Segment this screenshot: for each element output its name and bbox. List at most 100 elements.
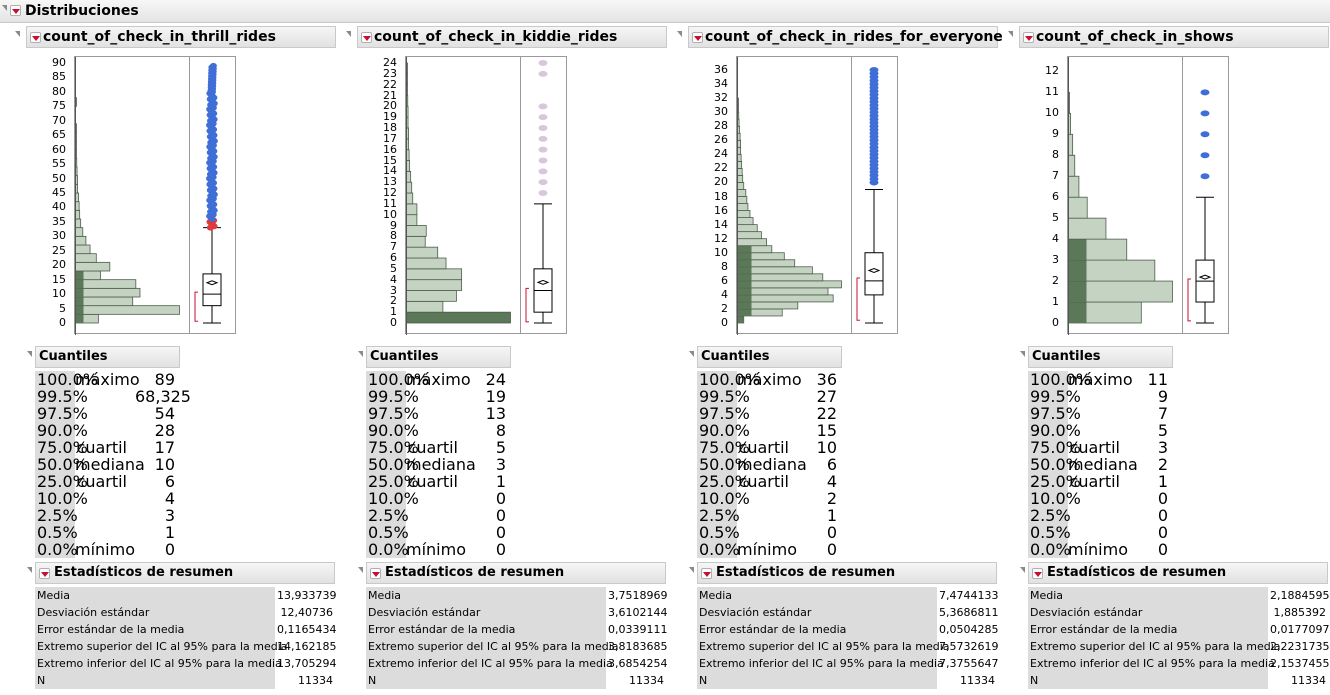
summary-row: Extremo superior del IC al 95% para la m… xyxy=(1028,638,1330,655)
summary-stat-name: N xyxy=(697,672,937,689)
histogram-bar-selected xyxy=(737,294,752,302)
histogram-bar xyxy=(1068,133,1074,156)
histogram-bar xyxy=(1068,154,1076,177)
quantile-percent: 50.0% xyxy=(697,455,750,474)
red-triangle-menu-icon[interactable] xyxy=(1032,568,1043,579)
boxplot-chart xyxy=(194,62,222,324)
quantile-label: cuartil xyxy=(1069,438,1120,457)
axis-tick-label: 8 xyxy=(390,229,397,243)
axis-tick-label: 6 xyxy=(390,251,397,264)
summary-stat-name: Extremo superior del IC al 95% para la m… xyxy=(366,638,619,655)
summary-stat-value: 7,4744133 xyxy=(939,589,999,602)
axis-tick-label: 12 xyxy=(714,231,728,245)
histogram-bar xyxy=(737,224,758,233)
quantile-value: 0 xyxy=(826,523,837,542)
quantile-value: 0 xyxy=(495,489,506,508)
quantile-value: 10 xyxy=(816,438,837,457)
axis-tick-label: 9 xyxy=(390,218,397,232)
outlier-point xyxy=(869,67,879,74)
red-triangle-menu-icon[interactable] xyxy=(361,32,372,43)
summary-row: Extremo superior del IC al 95% para la m… xyxy=(35,638,337,655)
quantile-value: 1 xyxy=(1157,472,1168,491)
summary-row: Desviación estándar 5,3686811 xyxy=(697,604,999,621)
histogram-bar xyxy=(406,300,444,313)
quantile-percent: 10.0% xyxy=(697,489,750,508)
quantiles-title: Cuantiles xyxy=(39,349,108,364)
summary-stat-name: Error estándar de la media xyxy=(35,621,275,638)
panel-header: count_of_check_in_shows xyxy=(1019,26,1329,48)
axis-tick-label: 40 xyxy=(52,200,66,214)
summary-row: Extremo inferior del IC al 95% para la m… xyxy=(1028,655,1330,672)
histogram-bar xyxy=(75,305,180,315)
mean-diamond xyxy=(1198,274,1212,280)
histogram-bar-selected xyxy=(1068,260,1087,282)
quantile-row: 50.0% mediana 2 xyxy=(1028,456,1170,473)
outlier-point xyxy=(538,70,548,77)
quantile-percent: 2.5% xyxy=(1028,506,1071,525)
quantile-percent: 90.0% xyxy=(1028,421,1081,440)
axis-tick-label: 22 xyxy=(714,161,728,175)
quantile-value: 10 xyxy=(154,455,175,474)
quantile-row: 2.5% 0 xyxy=(1028,507,1170,524)
axis-tick-label: 2 xyxy=(390,294,397,308)
quantile-value: 3 xyxy=(164,506,175,525)
quantile-percent: 50.0% xyxy=(35,455,88,474)
red-triangle-menu-icon[interactable] xyxy=(30,32,41,43)
axis-tick-label: 85 xyxy=(52,70,66,84)
quantile-percent: 10.0% xyxy=(1028,489,1081,508)
box-iqr xyxy=(864,252,884,296)
red-triangle-menu-icon[interactable] xyxy=(692,32,703,43)
histogram-bar xyxy=(737,189,747,197)
histogram-bar-selected xyxy=(75,288,84,297)
quantile-value: 1 xyxy=(826,506,837,525)
quantile-percent: 0.0% xyxy=(35,540,78,559)
axis-tick-label: 6 xyxy=(1052,190,1059,204)
red-triangle-menu-icon[interactable] xyxy=(701,568,712,579)
axis-tick-label: 18 xyxy=(383,121,397,134)
histogram-bar xyxy=(406,181,413,194)
quantile-row: 75.0% cuartil 3 xyxy=(1028,439,1170,456)
shortest-half-bracket xyxy=(856,277,860,321)
quantile-percent: 25.0% xyxy=(35,472,88,491)
histogram-bar xyxy=(737,210,751,218)
axis-tick-label: 10 xyxy=(714,245,728,259)
quantile-label: mediana xyxy=(737,455,807,474)
histogram-frame xyxy=(736,56,852,335)
histogram-bar xyxy=(737,175,744,183)
red-triangle-menu-icon[interactable] xyxy=(370,568,381,579)
red-triangle-menu-icon[interactable] xyxy=(10,5,21,16)
summary-row: Media 3,7518969 xyxy=(366,587,668,604)
outlier-point xyxy=(1200,89,1210,96)
summary-stat-value: 2,2231735 xyxy=(1270,640,1330,653)
outlier-point xyxy=(538,103,548,110)
quantile-value: 0 xyxy=(826,540,837,559)
outlier-point xyxy=(538,179,548,186)
quantile-row: 0.0% mínimo 0 xyxy=(697,541,839,558)
axis-tick-label: 35 xyxy=(52,214,66,228)
mean-diamond xyxy=(867,267,881,274)
axis-tick-label: 16 xyxy=(383,142,397,156)
histogram-bar xyxy=(1068,175,1080,198)
summary-title: Estadísticos de resumen xyxy=(54,565,234,580)
summary-row: N 11334 xyxy=(1028,672,1326,689)
red-triangle-menu-icon[interactable] xyxy=(39,568,50,579)
quantile-percent: 100.0% xyxy=(366,370,430,389)
summary-header: Estadísticos de resumen xyxy=(697,562,997,584)
axis-tick-label: 50 xyxy=(52,171,66,185)
quantile-percent: 0.5% xyxy=(697,523,740,542)
summary-stat-value: 2,1884595 xyxy=(1270,589,1330,602)
summary-stat-value: 11334 xyxy=(629,674,664,687)
quantile-percent: 2.5% xyxy=(697,506,740,525)
red-triangle-menu-icon[interactable] xyxy=(1023,32,1034,43)
summary-stat-value: 2,1537455 xyxy=(1270,657,1330,670)
quantile-percent: 99.5% xyxy=(366,387,419,406)
histogram-bar xyxy=(406,170,412,183)
quantile-value: 15 xyxy=(816,421,837,440)
quantile-label: cuartil xyxy=(76,438,127,457)
histogram-bar-selected xyxy=(737,301,752,309)
quantile-row: 0.0% mínimo 0 xyxy=(1028,541,1170,558)
quantile-value: 68,325 xyxy=(135,387,191,406)
quantile-percent: 25.0% xyxy=(366,472,419,491)
quantile-label: máximo xyxy=(737,370,802,389)
quantile-percent: 2.5% xyxy=(366,506,409,525)
